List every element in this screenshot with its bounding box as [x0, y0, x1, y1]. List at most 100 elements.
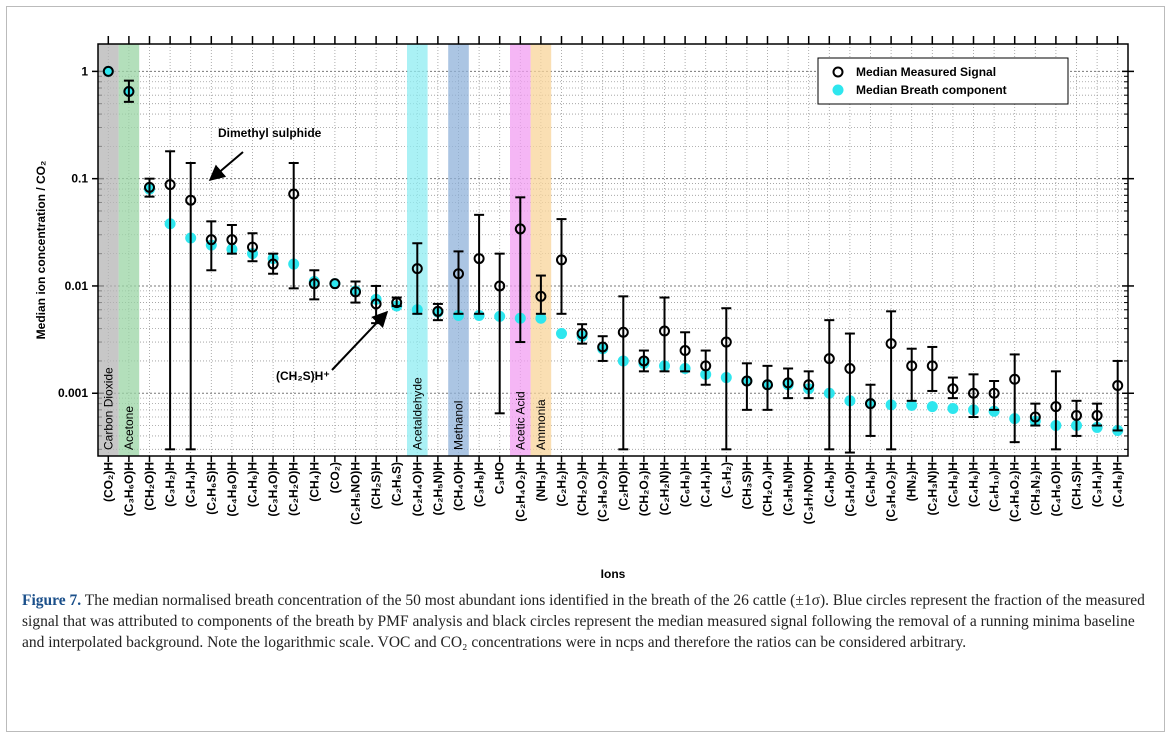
measured-point: [267, 258, 279, 270]
x-tick-label: (C₆H₁₀)H: [987, 462, 1001, 512]
error-bar: [803, 370, 814, 400]
chart: Carbon Dioxide Acetone Acetaldehyde Methano…: [34, 36, 1134, 581]
highlight-label: Methanol: [452, 401, 466, 450]
x-tick-label: (CO₂): [328, 462, 342, 493]
highlight-band: [98, 44, 119, 456]
measured-point: [288, 188, 300, 200]
x-tick-label: (C₂H₆S)H: [204, 462, 218, 515]
measured-point: [391, 297, 403, 309]
x-axis-title: Ions: [601, 567, 626, 581]
error-bar: [309, 269, 320, 301]
y-tick-label: 0.1: [71, 172, 88, 186]
x-tick-label: (C₂H₃N)H: [925, 462, 939, 516]
error-bar: [721, 307, 732, 451]
legend-label: Median Measured Signal: [856, 65, 996, 79]
x-tick-label: (C₃H₄)H: [1090, 462, 1104, 507]
x-tick-label: (C₂H₆S): [390, 462, 404, 506]
measured-point: [968, 387, 979, 399]
measured-point: [803, 379, 815, 391]
highlight-band: [118, 44, 140, 456]
measured-point: [865, 398, 876, 410]
annotation: (CH₂S)H⁺: [276, 369, 330, 383]
highlight-band: [530, 44, 552, 456]
x-tick-label: (CH₂S)H: [369, 462, 383, 509]
error-bar: [968, 373, 979, 419]
error-bar: [618, 295, 629, 451]
measured-point: [535, 290, 547, 302]
breath-point: [947, 403, 959, 415]
x-tick-label: (CH₄)H: [307, 462, 321, 502]
x-tick-label: (C₃H₂)H: [163, 462, 177, 507]
x-tick-label: (C₄H₄)H: [699, 462, 713, 507]
error-bar: [680, 331, 691, 373]
error-bar: [1112, 359, 1123, 432]
highlight-label: Acetaldehyde: [410, 377, 424, 450]
x-tick-label: (C₃H₈O₂)H: [596, 462, 610, 522]
caption: Figure 7. The median normalised breath c…: [22, 590, 1147, 653]
y-axis-title: Median ion concentration / CO₂: [34, 161, 48, 340]
x-tick-label: (C₃H₇NO)H: [802, 462, 816, 524]
error-bar: [247, 232, 258, 263]
annotation: Dimethyl sulphide: [218, 126, 322, 140]
x-tick-label: (C₄H₆O)H: [1049, 462, 1063, 517]
measured-point: [556, 254, 567, 266]
highlight-label: Ammonia: [534, 399, 548, 450]
x-tick-label: (C₃H₅N)H: [781, 462, 795, 516]
breath-point: [926, 401, 938, 413]
x-tick-label: (C₃H₄O)H: [266, 462, 280, 517]
x-tick-label: C₃HO: [493, 462, 507, 494]
x-tick-label: (C₄H₆)H: [967, 462, 981, 507]
annotation-arrow: [331, 310, 389, 371]
x-tick-label: (C₅H₆)H: [864, 462, 878, 507]
error-bar: [886, 310, 897, 451]
measured-point: [988, 387, 1000, 399]
error-bar: [144, 177, 155, 198]
measured-point: [823, 353, 835, 365]
error-bar: [185, 161, 196, 451]
error-bar: [123, 79, 134, 103]
error-bar: [906, 347, 917, 402]
measured-point: [1112, 380, 1124, 392]
breath-point: [556, 328, 567, 340]
breath-point: [453, 310, 464, 322]
x-tick-label: (C₅H₈)H: [946, 462, 960, 507]
plot-frame: [97, 43, 1129, 457]
error-bar: [226, 223, 237, 255]
measured-point: [247, 241, 258, 253]
figure-frame: [6, 6, 1165, 732]
breath-point: [906, 399, 918, 411]
error-bar: [762, 364, 773, 411]
x-tick-label: (HN₂)H: [905, 462, 919, 501]
legend-marker: [832, 84, 844, 96]
measured-point: [185, 194, 197, 206]
breath-point: [473, 310, 485, 322]
x-tick-label: (NH₃)H: [534, 462, 548, 502]
legend-label: Median Breath component: [856, 83, 1007, 97]
error-bar: [824, 319, 835, 451]
error-bar: [577, 323, 588, 345]
measured-point: [741, 375, 753, 387]
x-tick-label: (CH₄S)H: [1070, 462, 1084, 510]
measured-point: [782, 377, 794, 389]
error-bar: [206, 220, 217, 272]
measured-point: [679, 345, 691, 357]
x-tick-label: (C₆H₈)H: [678, 462, 692, 507]
x-tick-label: (CO₂)H: [101, 462, 115, 502]
measured-point: [494, 280, 506, 292]
y-tick-label: 0.01: [65, 279, 89, 293]
measured-point: [659, 325, 670, 337]
highlight-label: Acetic Acid: [513, 391, 527, 450]
measured-point: [1071, 410, 1082, 422]
annotation-arrow: [208, 151, 244, 182]
error-bar: [659, 296, 670, 373]
error-bar: [453, 250, 464, 315]
measured-point: [700, 360, 712, 372]
error-bar: [474, 213, 485, 315]
x-tick-label: (C₂H₄O₂)H: [513, 462, 527, 522]
measured-point: [144, 181, 155, 193]
error-bar: [288, 161, 299, 290]
measured-point: [638, 355, 650, 367]
error-bar: [1009, 353, 1020, 444]
error-bar: [350, 280, 361, 304]
